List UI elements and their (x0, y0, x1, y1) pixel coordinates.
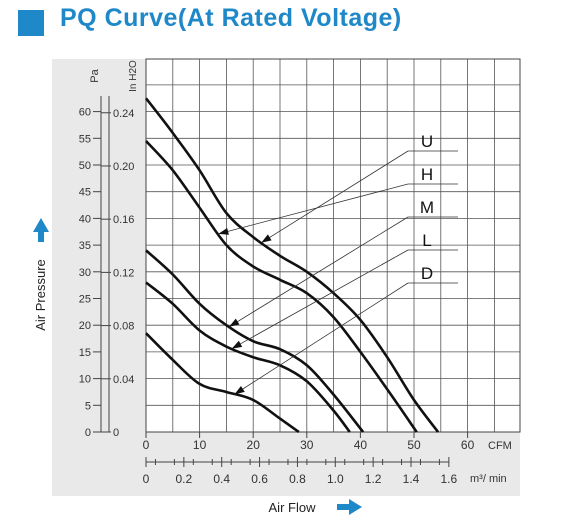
pa-tick-label: 40 (79, 213, 91, 225)
inh2o-tick-label: 0.12 (113, 267, 134, 279)
m3min-tick-label: 0 (143, 472, 150, 486)
callout-leader (228, 216, 409, 328)
m3min-tick-label: 0.6 (251, 472, 268, 486)
callout-leader (218, 183, 409, 235)
callout-leader (231, 249, 409, 350)
callout-leader (234, 282, 409, 395)
pa-tick-label: 25 (79, 294, 91, 306)
cfm-unit-label: CFM (488, 440, 512, 452)
cfm-tick-label: 50 (407, 438, 421, 452)
m3min-unit-label: m³/ min (470, 473, 507, 485)
inh2o-tick-label: 0.20 (113, 161, 134, 173)
m3min-tick-label: 0.2 (176, 472, 193, 486)
cfm-tick-label: 10 (193, 438, 207, 452)
m3min-tick-label: 0.4 (213, 472, 230, 486)
cfm-tick-label: 60 (461, 438, 475, 452)
pa-tick-label: 60 (79, 107, 91, 119)
callout-label-l: L (422, 231, 431, 250)
curve-l (145, 281, 351, 433)
cfm-tick-label: 40 (354, 438, 368, 452)
pa-tick-label: 10 (79, 374, 91, 386)
m3min-tick-label: 1.2 (365, 472, 382, 486)
m3min-tick-label: 0.8 (289, 472, 306, 486)
cfm-tick-label: 30 (300, 438, 314, 452)
pa-tick-label: 20 (79, 320, 91, 332)
curves (144, 97, 440, 434)
curve-m (145, 249, 365, 433)
callout-arrowhead (231, 340, 243, 349)
m3min-tick-label: 1.4 (403, 472, 420, 486)
inh2o-unit-label: In H2O (128, 60, 139, 92)
callout-arrowhead (234, 386, 245, 395)
callout-leader (261, 150, 409, 244)
m3min-tick-label: 1.0 (327, 472, 344, 486)
callout-label-m: M (420, 198, 434, 217)
curve-u (144, 97, 440, 433)
cfm-tick-label: 20 (247, 438, 261, 452)
callout-label-h: H (421, 165, 433, 184)
inh2o-tick-label: 0.08 (113, 321, 134, 333)
pa-tick-label: 5 (85, 400, 91, 412)
y-axis-title: Air Pressure (33, 259, 48, 331)
callout-arrowhead (229, 318, 240, 327)
x-axis-title: Air Flow (269, 500, 317, 515)
callout-arrowhead (261, 234, 272, 243)
m3min-tick-label: 1.6 (441, 472, 458, 486)
y-axis-arrow-icon (33, 218, 49, 242)
pa-tick-label: 45 (79, 187, 91, 199)
pa-tick-label: 50 (79, 160, 91, 172)
pa-tick-label: 35 (79, 240, 91, 252)
callout-arrowhead (218, 227, 229, 235)
curve-h (145, 140, 418, 433)
inh2o-tick-label: 0 (113, 427, 119, 439)
pa-unit-label: Pa (89, 68, 101, 82)
x-axis-arrow-icon (337, 499, 362, 515)
pa-tick-label: 55 (79, 133, 91, 145)
title-accent-square (18, 10, 44, 36)
pa-tick-label: 30 (79, 267, 91, 279)
inh2o-tick-label: 0.16 (113, 214, 134, 226)
cfm-tick-label: 0 (143, 438, 150, 452)
inh2o-tick-label: 0.24 (113, 108, 134, 120)
pa-tick-label: 15 (79, 347, 91, 359)
pa-tick-label: 0 (85, 427, 91, 439)
inh2o-tick-label: 0.04 (113, 374, 134, 386)
callout-label-d: D (421, 264, 433, 283)
curve-d (145, 332, 300, 434)
callout-label-u: U (421, 132, 433, 151)
page-title: PQ Curve(At Rated Voltage) (60, 4, 402, 32)
